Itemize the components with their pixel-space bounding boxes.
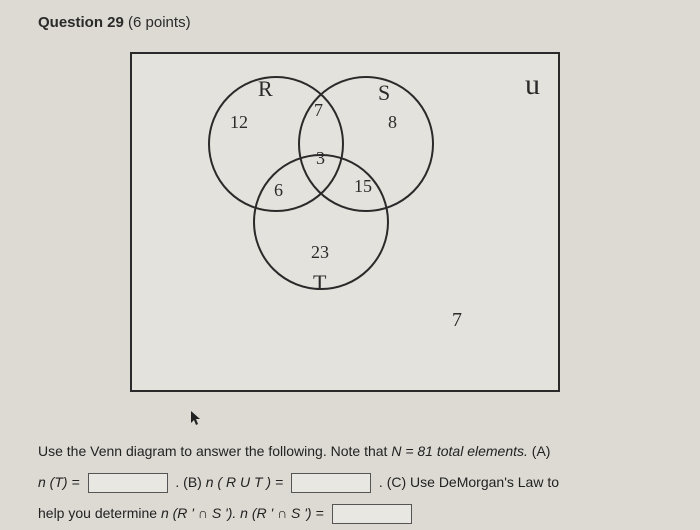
question-text: Use the Venn diagram to answer the follo… <box>38 436 670 528</box>
venn-diagram-frame: u R S T 12 8 23 7 6 15 3 7 <box>130 52 560 392</box>
question-number: Question 29 <box>38 14 124 31</box>
region-r-only: 12 <box>230 112 248 133</box>
part-a-prefix: (A) <box>528 443 551 459</box>
question-line-2: n (T) = . (B) n ( R U T ) = . (C) Use De… <box>38 467 670 498</box>
answer-blank-b[interactable] <box>291 473 371 493</box>
question-points: (6 points) <box>128 14 191 31</box>
region-r-and-s: 7 <box>314 100 323 121</box>
region-outside: 7 <box>452 309 462 332</box>
answer-blank-c[interactable] <box>332 504 412 524</box>
answer-blank-a[interactable] <box>88 473 168 493</box>
region-s-and-t: 15 <box>354 176 372 197</box>
part-c-prefix: . (C) Use DeMorgan's Law to <box>375 474 559 490</box>
region-r-and-t: 6 <box>274 180 283 201</box>
part-c-lead: help you determine <box>38 505 161 521</box>
part-c-expr2: n (R ' ∩ S ') = <box>236 505 327 521</box>
part-b-prefix: . (B) <box>172 474 206 490</box>
region-s-only: 8 <box>388 112 397 133</box>
total-elements: N = 81 total elements. <box>391 443 528 459</box>
set-label-t: T <box>313 270 326 296</box>
set-label-r: R <box>258 76 273 102</box>
region-center: 3 <box>316 148 325 169</box>
question-line-3: help you determine n (R ' ∩ S '). n (R '… <box>38 498 670 529</box>
question-header: Question 29 (6 points) <box>0 0 700 31</box>
region-t-only: 23 <box>311 242 329 263</box>
part-c-expr1: n (R ' ∩ S '). <box>161 505 236 521</box>
question-line-1: Use the Venn diagram to answer the follo… <box>38 436 670 467</box>
part-b-lhs: n ( R U T ) = <box>206 474 287 490</box>
universal-set-label: u <box>525 68 540 102</box>
cursor-icon <box>190 410 202 429</box>
part-a-lhs: n (T) = <box>38 474 84 490</box>
set-label-s: S <box>378 80 390 106</box>
intro-text: Use the Venn diagram to answer the follo… <box>38 443 391 459</box>
